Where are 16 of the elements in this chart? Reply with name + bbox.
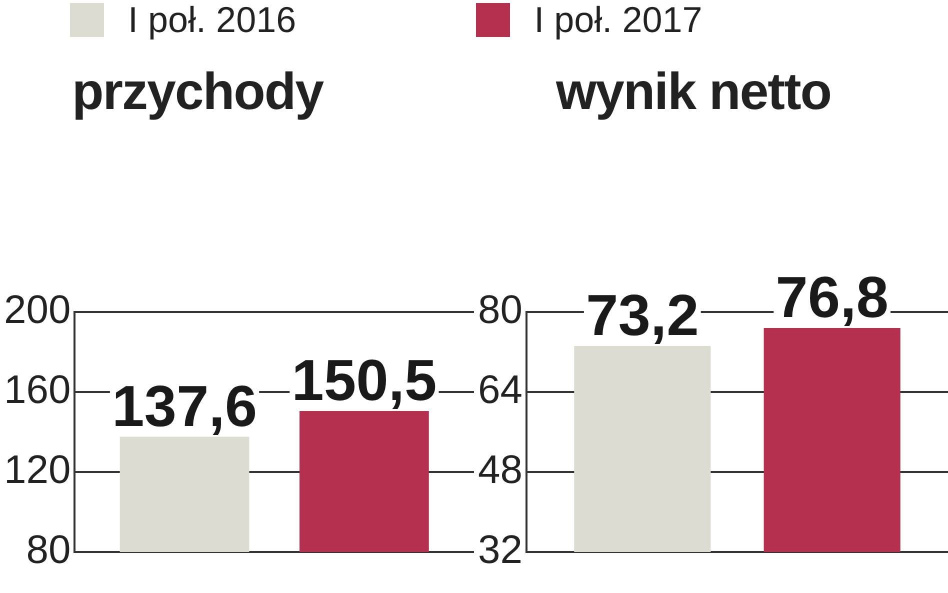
y-tick-label: 32 [478,528,522,572]
y-tick-label: 120 [4,448,71,492]
y-tick-label: 160 [4,368,71,412]
data-label: 150,5 [292,348,437,413]
chart-title: przychody [72,62,324,122]
y-tick-label: 80 [26,528,71,572]
y-tick-label: 64 [478,368,522,412]
legend-label: I poł. 2017 [534,0,702,40]
legend-label: I poł. 2016 [128,0,296,40]
data-label: 76,8 [776,265,889,330]
chart-title: wynik netto [556,62,832,122]
data-label: 73,2 [586,283,699,348]
y-tick-label: 80 [478,288,522,332]
y-tick-label: 200 [4,288,71,332]
data-label: 137,6 [112,374,258,439]
y-tick-label: 48 [478,448,522,492]
